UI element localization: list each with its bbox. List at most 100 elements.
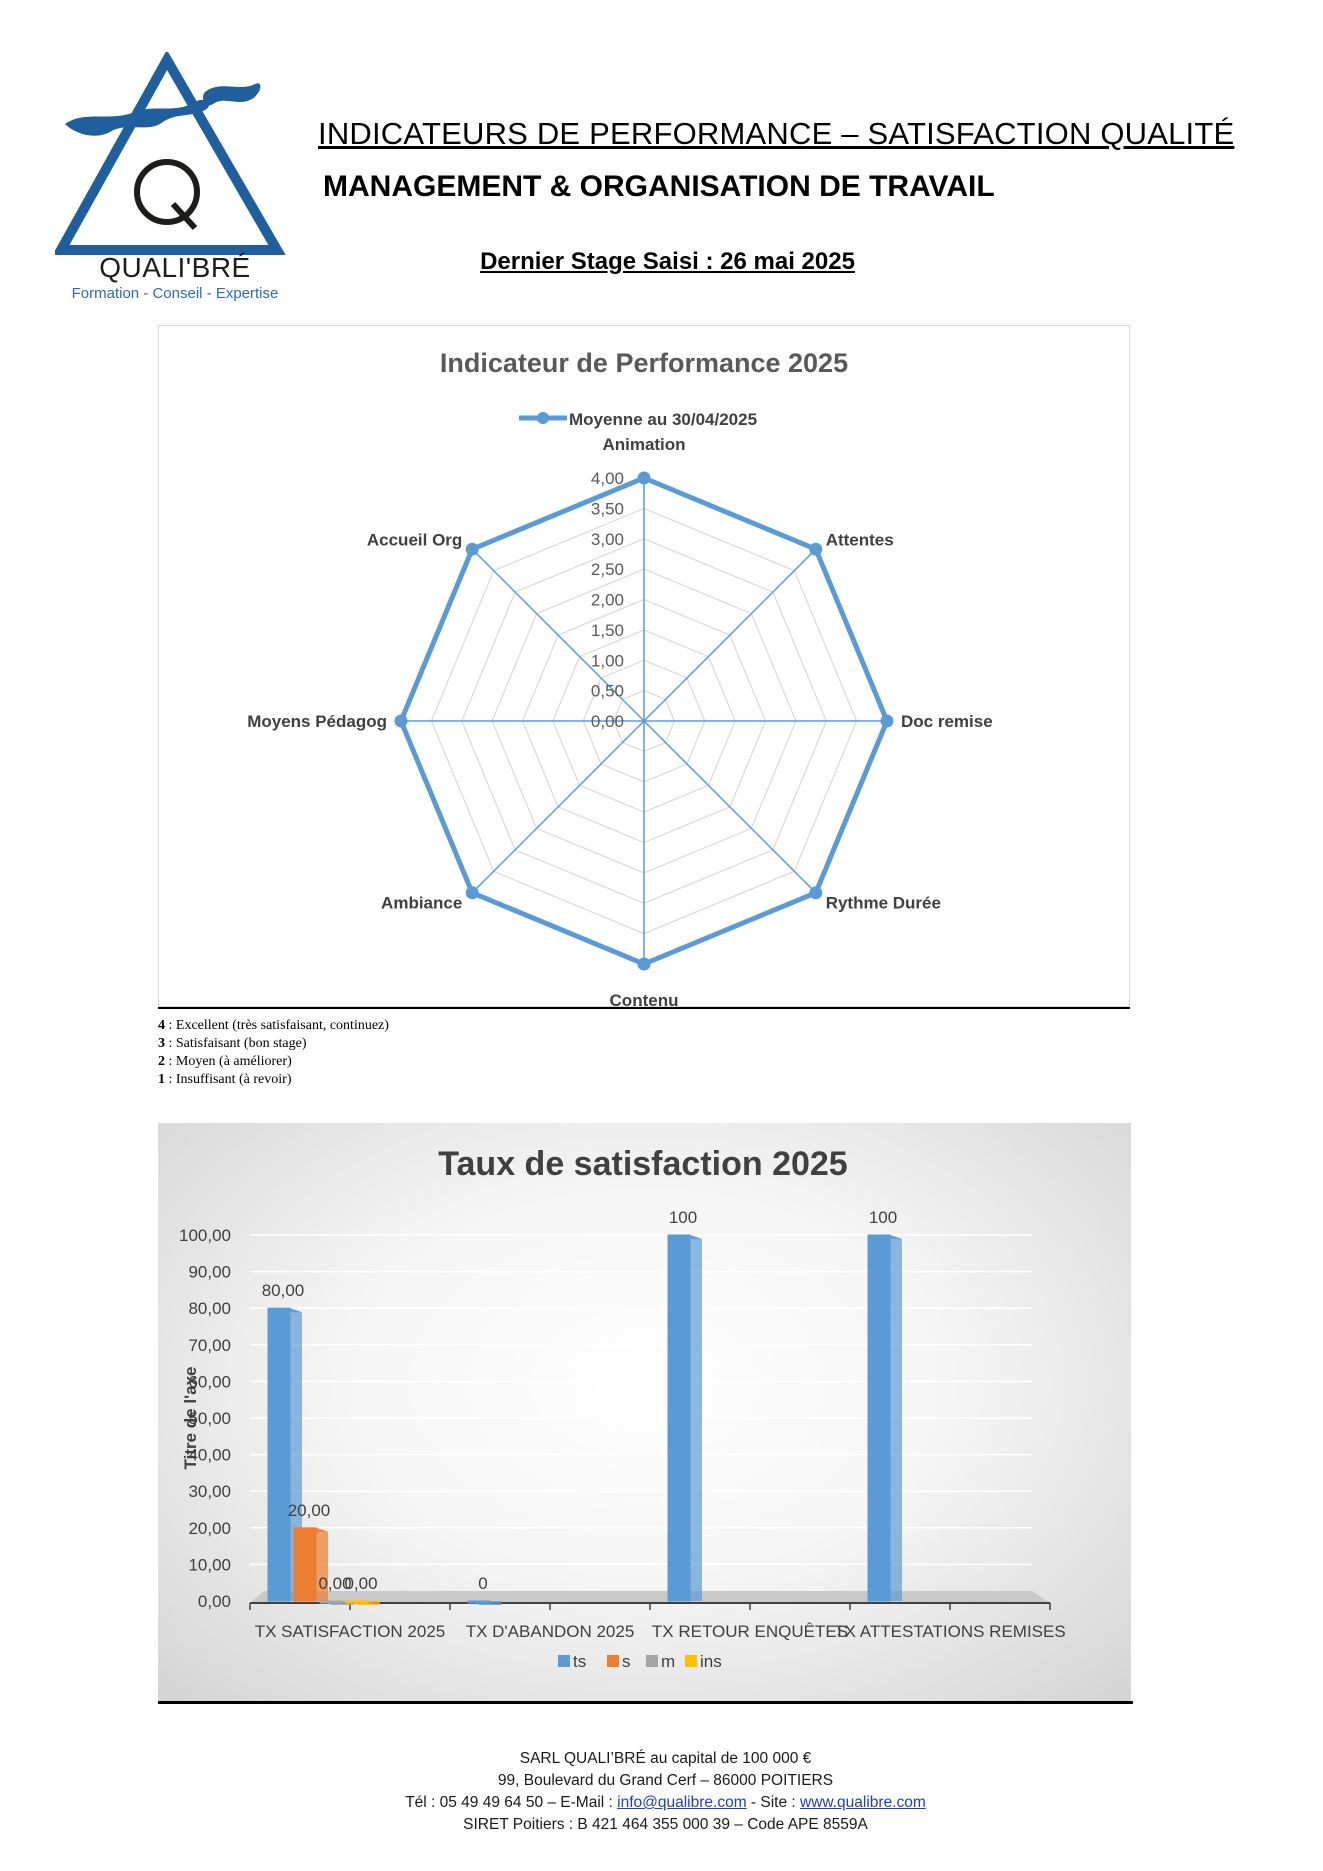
last-stage-date: Dernier Stage Saisi : 26 mai 2025 [480,248,855,275]
scale-legend-item: 2 : Moyen (à améliorer) [158,1054,292,1069]
radar-category-label: Ambiance [381,894,462,913]
bar-tick-label: 90,00 [188,1263,231,1282]
legend-label: s [622,1652,631,1671]
bar-top-ts [268,1308,302,1313]
logo-name: QUALI'BRÉ [99,252,251,283]
bar-ts [267,1307,291,1602]
bar-top-ts [468,1601,502,1605]
bar-data-label: 100 [869,1208,897,1227]
bar-top-ts [868,1235,902,1239]
radar-category-label: Moyens Pédagog [247,712,387,731]
radar-tick-label: 1,50 [591,621,624,640]
email-link[interactable]: info@qualibre.com [617,1794,747,1811]
bar-tick-label: 60,00 [188,1372,231,1391]
bar-chart: Taux de satisfaction 2025 0,00 10,00 20,00 3… [158,1123,1131,1701]
bar-floor [250,1591,1050,1603]
bar-top-ins [346,1601,380,1605]
y-axis-title: Titre de l'axe [181,1367,200,1470]
legend-label: m [661,1652,675,1671]
bar-category-label: TX SATISFACTION 2025 [255,1622,446,1641]
legend-swatch-s [607,1655,619,1667]
logo-tagline: Formation - Conseil - Expertise [71,285,279,302]
radar-tick-label: 3,00 [591,530,624,549]
scale-legend-item: 3 : Satisfaisant (bon stage) [158,1036,307,1051]
footer-siret: SIRET Poitiers : B 421 464 355 000 39 – … [463,1816,868,1833]
footer-company: SARL QUALI’BRÉ au capital de 100 000 € [519,1750,812,1767]
radar-tick-label: 0,50 [591,682,624,701]
bar-chart-svg: Taux de satisfaction 2025 0,00 10,00 20,00 3… [179,1145,1066,1671]
bar-data-label: 20,00 [288,1501,331,1520]
radar-category-label: Accueil Org [367,530,462,549]
bar-data-label: 100 [669,1208,697,1227]
bar-category-label: TX D'ABANDON 2025 [466,1622,635,1641]
bar-tick-label: 30,00 [188,1482,231,1501]
bar-category-label: TX RETOUR ENQUÊTES [652,1622,848,1641]
divider [158,1007,1130,1009]
radar-category-label: Contenu [610,991,679,1006]
chart-title: Indicateur de Performance 2025 [440,348,848,378]
legend-label: ts [573,1652,586,1671]
company-logo: QUALI'BRÉ Formation - Conseil - Expertis… [52,49,295,302]
radar-chart: Indicateur de Performance 2025 Moyenne au… [158,325,1130,1010]
bar-ts [667,1234,691,1602]
radar-data-point [880,714,894,728]
footer-contact: Tél : 05 49 49 64 50 – E-Mail : info@qua… [405,1794,926,1811]
bar-top-ts [668,1235,702,1239]
legend-marker [537,412,549,424]
bar-category-label: TX ATTESTATIONS REMISES [834,1622,1065,1641]
bar-tick-label: 40,00 [188,1446,231,1465]
radar-tick-label: 4,00 [591,469,624,488]
bar-tick-label: 50,00 [188,1409,231,1428]
bar-data-label: 0 [478,1574,487,1593]
radar-spoke [643,548,817,722]
bar-tick-label: 10,00 [188,1555,231,1574]
radar-data-point [465,886,479,900]
radar-tick-label: 0,00 [591,712,624,731]
radar-tick-label: 2,00 [591,591,624,610]
bar-data-label: 0,00 [344,1574,377,1593]
bar-top-m [320,1601,354,1605]
bar-side-ts [690,1235,702,1601]
radar-data-point [637,471,651,485]
radar-category-label: Animation [602,435,685,454]
page-subtitle: MANAGEMENT & ORGANISATION DE TRAVAIL [323,170,995,203]
radar-tick-label: 1,00 [591,651,624,670]
radar-tick-label: 2,50 [591,560,624,579]
legend-label: Moyenne au 30/04/2025 [569,410,757,429]
bar-tick-label: 70,00 [188,1336,231,1355]
radar-spoke [643,720,817,894]
radar-spoke [471,548,645,722]
bar-tick-label: 20,00 [188,1519,231,1538]
bar-ts [867,1234,891,1602]
bar-data-label: 0,00 [318,1574,351,1593]
legend-swatch-ts [558,1655,570,1667]
scale-legend-item: 1 : Insuffisant (à revoir) [158,1072,292,1087]
bar-side-s [316,1527,328,1601]
radar-data-point [809,886,823,900]
legend-label: ins [700,1652,722,1671]
legend-swatch-ins [685,1655,697,1667]
radar-chart-svg: Indicateur de Performance 2025 Moyenne au… [247,348,993,1010]
bar-tick-label: 80,00 [188,1299,231,1318]
radar-category-label: Doc remise [901,712,993,731]
bar-tick-label: 0,00 [198,1592,231,1611]
footer: SARL QUALI’BRÉ au capital de 100 000 € 9… [0,1748,1323,1836]
radar-data-point [465,542,479,556]
chart-title: Taux de satisfaction 2025 [438,1145,847,1183]
logo-triangle-icon [52,49,286,255]
bar-data-label: 80,00 [262,1281,305,1300]
radar-data-point [394,714,408,728]
radar-tick-label: 3,50 [591,499,624,518]
footer-address: 99, Boulevard du Grand Cerf – 86000 POIT… [497,1772,834,1789]
bar-side-ts [890,1235,902,1601]
radar-category-label: Attentes [826,530,894,549]
bar-s [293,1527,317,1602]
radar-category-label: Rythme Durée [826,894,941,913]
website-link[interactable]: www.qualibre.com [800,1794,926,1811]
radar-data-point [637,957,651,971]
bar-top-s [294,1527,328,1532]
scale-legend: 4 : Excellent (très satisfaisant, contin… [158,1017,389,1089]
scale-legend-item: 4 : Excellent (très satisfaisant, contin… [158,1018,389,1033]
legend-swatch-m [646,1655,658,1667]
page-title: INDICATEURS DE PERFORMANCE – SATISFACTIO… [318,116,1235,151]
